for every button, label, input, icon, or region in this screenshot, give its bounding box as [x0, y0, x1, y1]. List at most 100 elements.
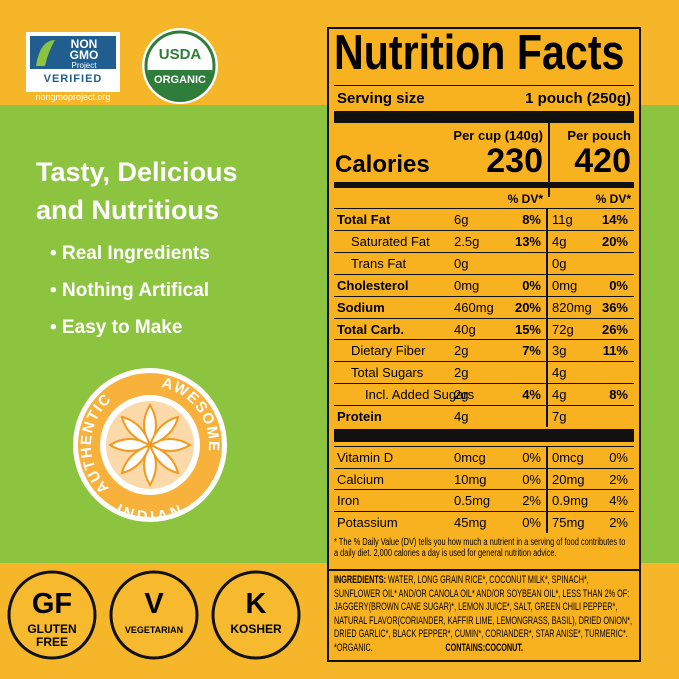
dv-header: % DV*: [507, 192, 543, 206]
amount: 40g: [454, 321, 476, 337]
diet-badge-text: GLUTEN: [27, 622, 76, 636]
daily-value: 36%: [601, 299, 628, 315]
usda-text: USDA: [159, 46, 202, 63]
bullet: Easy to Make: [62, 317, 183, 338]
amount: 45mg: [454, 514, 487, 530]
serving-label: Serving size: [337, 90, 425, 107]
diet-badge-ring: [7, 570, 97, 660]
nutrient-name: Cholesterol: [337, 277, 409, 293]
nf-row: Protein 4g 7g: [334, 405, 634, 428]
amount: 0mg: [454, 277, 480, 293]
daily-value: 11%: [602, 343, 628, 359]
nutrient-name: Total Carb.: [337, 321, 404, 337]
daily-value: 8%: [522, 212, 541, 227]
column-rule: [546, 384, 548, 406]
bullet-dot: •: [50, 317, 57, 338]
amount: 0g: [454, 255, 469, 271]
headline-line: and Nutritious: [36, 195, 219, 225]
nutrient-name: Iron: [337, 493, 360, 508]
nongmo-url: nongmoproject.org: [35, 92, 110, 102]
amount: 0.9mg: [552, 493, 589, 508]
nf-row: Saturated Fat 2.5g 13% 4g 20%: [334, 229, 634, 252]
seal: AUTHENTIC AWESOME INDIAN: [73, 368, 227, 526]
usda-text: ORGANIC: [154, 74, 206, 86]
daily-value: 14%: [601, 212, 628, 227]
diet-badge-mark: GF: [32, 588, 72, 620]
ingredients-label: INGREDIENTS:: [334, 574, 387, 586]
daily-value: 13%: [514, 233, 541, 249]
amount: 0g: [552, 255, 567, 271]
diet-badge-text: FREE: [36, 635, 68, 649]
column-rule: [546, 340, 548, 362]
ingredients-line: WATER, LONG GRAIN RICE*, COCONUT MILK*, …: [388, 574, 589, 586]
column-rule: [546, 490, 548, 511]
amount: 0.5mg: [454, 493, 491, 508]
diet-badge-mark: K: [246, 588, 267, 620]
daily-value: 7%: [522, 343, 541, 359]
nf-row: Dietary Fiber 2g 7% 3g 11%: [334, 339, 634, 362]
daily-value: 0%: [522, 277, 541, 293]
bullet: Real Ingredients: [62, 243, 210, 264]
nutrient-name: Potassium: [337, 514, 398, 530]
nongmo-text: VERIFIED: [44, 73, 103, 85]
daily-value: 4%: [522, 387, 541, 403]
column-rule: [546, 468, 548, 490]
allergens: CONTAINS:COCONUT.: [445, 641, 524, 654]
nf-row: Total Carb. 40g 15% 72g 26%: [334, 317, 634, 340]
ingredients-line: NATURAL FLAVOR(CORIANDER, KAFFIR LIME, L…: [334, 614, 632, 627]
column-rule: [546, 406, 548, 428]
nutrient-name: Trans Fat: [351, 255, 407, 271]
column-rule: [546, 252, 548, 274]
nutrient-name: Protein: [337, 409, 382, 425]
footnote: * The % Daily Value (DV) tells you how m…: [334, 537, 626, 548]
amount: 7g: [552, 409, 567, 425]
amount: 2g: [454, 343, 469, 359]
amount: 0mcg: [454, 450, 486, 465]
nongmo-badge: NON GMO Project VERIFIED nongmoproject.o…: [26, 32, 120, 102]
daily-value: 0%: [609, 277, 628, 293]
amount: 0mcg: [552, 450, 584, 465]
headline-line: Tasty, Delicious: [36, 157, 238, 187]
column-rule: [546, 511, 548, 533]
daily-value: 20%: [514, 299, 541, 315]
amount: 4g: [552, 233, 567, 249]
col-header: Per pouch: [567, 128, 631, 143]
nutrient-name: Total Fat: [337, 212, 391, 227]
daily-value: 0%: [522, 471, 541, 487]
nutrition-label: Nutrition Facts Serving size 1 pouch (25…: [327, 26, 641, 662]
nf-row: Potassium 45mg 0% 75mg 2%: [334, 510, 634, 533]
amount: 4g: [552, 387, 567, 403]
nf-row: Sodium 460mg 20% 820mg 36%: [334, 295, 634, 318]
amount: 4g: [552, 365, 567, 381]
daily-value: 2%: [522, 493, 541, 508]
nongmo-text: NON: [71, 37, 98, 51]
nf-thick-bar: [334, 429, 634, 442]
nf-row: Iron 0.5mg 2% 0.9mg 4%: [334, 489, 634, 511]
amount: 10mg: [454, 471, 487, 487]
column-rule: [546, 447, 548, 468]
calories-value: 420: [574, 142, 631, 180]
diet-badge-mark: V: [144, 588, 164, 620]
column-rule: [546, 296, 548, 318]
column-rule: [546, 274, 548, 296]
nf-row: Trans Fat 0g 0g: [334, 251, 634, 274]
column-rule: [546, 209, 548, 230]
amount: 4g: [454, 409, 469, 425]
column-rule: [546, 318, 548, 340]
nutrient-name: Calcium: [337, 471, 384, 487]
usda-badge: USDA ORGANIC: [142, 28, 218, 104]
amount: 2.5g: [454, 233, 480, 249]
daily-value: 0%: [609, 450, 628, 465]
dv-header: % DV*: [595, 192, 631, 206]
serving-value: 1 pouch (250g): [525, 90, 631, 107]
bullet-dot: •: [50, 280, 57, 301]
nf-row: Cholesterol 0mg 0% 0mg 0%: [334, 273, 634, 296]
daily-value: 26%: [601, 321, 628, 337]
nutrient-name: Vitamin D: [337, 450, 394, 465]
ingredients-line: *ORGANIC. CONTAINS:COCONUT.: [334, 642, 632, 656]
nutrient-name: Sodium: [337, 299, 385, 315]
nongmo-text: GMO: [70, 48, 99, 62]
diet-badge-text: VEGETARIAN: [125, 625, 183, 635]
